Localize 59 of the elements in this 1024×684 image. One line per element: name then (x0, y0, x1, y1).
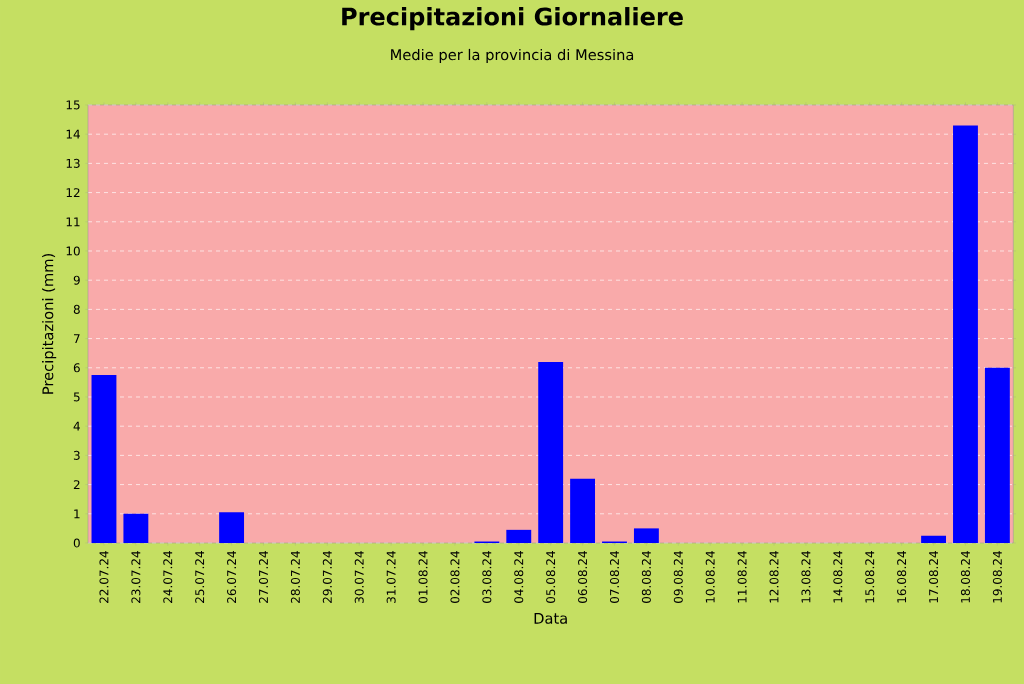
bar (984, 367, 1010, 543)
x-tick-label: 13.08.24 (801, 551, 811, 603)
y-tick-label: 7 (73, 334, 80, 343)
x-tick-label: 10.08.24 (705, 551, 715, 603)
y-tick-label: 5 (73, 392, 80, 402)
y-axis-title: Precipitazioni (mm) (42, 254, 57, 394)
x-tick-label: 08.08.24 (641, 551, 651, 604)
x-tick-label: 12.08.24 (769, 551, 779, 603)
bar (219, 512, 245, 543)
bar (506, 529, 532, 543)
bar (921, 535, 947, 543)
y-tick-label: 10 (66, 246, 80, 256)
bar (123, 513, 149, 543)
y-tick-label: 6 (73, 363, 80, 373)
y-tick-label: 9 (73, 275, 80, 285)
x-tick-label: 30.07.24 (354, 551, 364, 603)
x-tick-label: 26.07.24 (227, 551, 237, 603)
y-tick-label: 0 (73, 538, 80, 548)
x-tick-label: 25.07.24 (195, 551, 205, 603)
y-tick-label: 15 (66, 100, 80, 110)
x-tick-label: 06.08.24 (578, 551, 588, 604)
y-tick-label: 2 (73, 480, 80, 490)
chart-title: Precipitazioni Giornaliere (342, 7, 683, 31)
y-tick-label: 11 (66, 217, 80, 227)
x-tick-label: 22.07.24 (99, 551, 109, 603)
bar (633, 528, 659, 543)
x-tick-label: 23.07.24 (131, 551, 141, 603)
bar (91, 375, 117, 543)
x-tick-label: 07.08.24 (609, 551, 620, 604)
x-tick-label: 31.07.24 (386, 551, 396, 603)
x-axis-title: Data (534, 612, 567, 624)
x-tick-label: 09.08.24 (673, 551, 683, 604)
x-tick-label: 27.07.24 (258, 551, 269, 603)
y-tick-label: 8 (73, 304, 80, 314)
x-tick-label: 01.08.24 (418, 551, 428, 604)
x-tick-label: 03.08.24 (482, 551, 492, 604)
y-tick-label: 14 (66, 129, 80, 139)
x-tick-label: 28.07.24 (290, 551, 300, 603)
x-tick-label: 15.08.24 (865, 551, 875, 603)
x-tick-label: 17.08.24 (929, 551, 939, 603)
x-tick-label: 24.07.24 (163, 551, 173, 603)
x-tick-label: 19.08.24 (992, 551, 1002, 603)
y-tick-label: 3 (73, 450, 80, 460)
chart-subtitle: Medie per la provincia di Messina (391, 48, 634, 64)
y-tick-label: 1 (74, 509, 80, 519)
x-tick-label: 02.08.24 (450, 551, 460, 604)
x-tick-label: 11.08.24 (737, 551, 747, 603)
bar (953, 125, 978, 543)
x-tick-label: 05.08.24 (546, 551, 556, 604)
bar (538, 361, 564, 543)
y-tick-label: 12 (66, 188, 80, 198)
y-tick-label: 4 (73, 421, 80, 431)
x-tick-label: 14.08.24 (833, 551, 843, 603)
x-tick-label: 04.08.24 (514, 551, 524, 604)
y-tick-label: 13 (66, 158, 80, 168)
bar (570, 478, 596, 543)
x-tick-label: 18.08.24 (960, 551, 971, 603)
x-tick-label: 29.07.24 (322, 551, 332, 603)
x-tick-label: 16.08.24 (897, 551, 907, 603)
